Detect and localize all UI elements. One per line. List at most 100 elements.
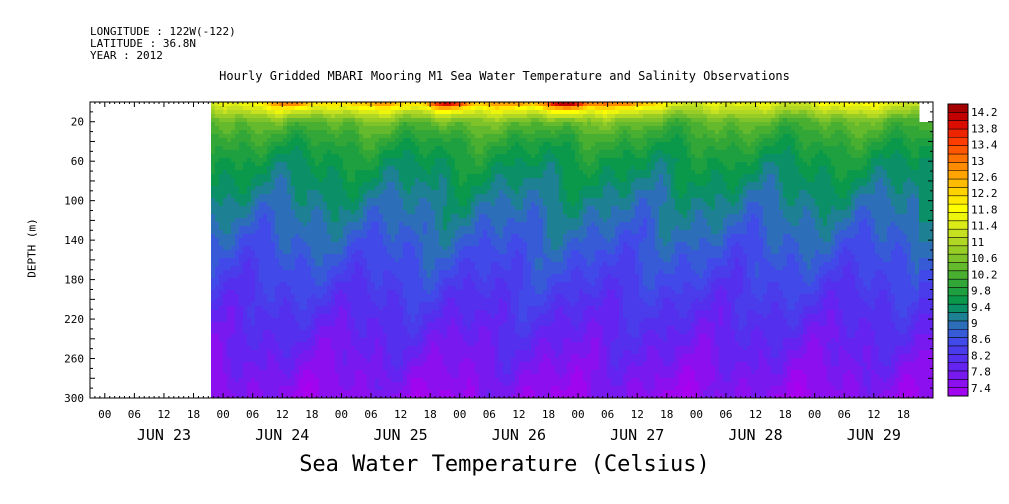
latitude-label: LATITUDE : 36.8N bbox=[90, 37, 196, 50]
colorbar-swatch bbox=[948, 379, 968, 389]
x-hour-tick-label: 00 bbox=[216, 408, 229, 421]
heatmap-cells bbox=[211, 102, 933, 399]
colorbar-swatch bbox=[948, 279, 968, 288]
x-hour-tick-label: 06 bbox=[483, 408, 496, 421]
chart-title: Hourly Gridded MBARI Mooring M1 Sea Wate… bbox=[219, 69, 790, 83]
x-day-label: JUN 25 bbox=[373, 426, 427, 444]
colorbar-swatch bbox=[948, 179, 968, 188]
colorbar-swatch bbox=[948, 362, 968, 372]
y-tick-label: 300 bbox=[64, 392, 84, 405]
colorbar-label: 13 bbox=[971, 155, 984, 168]
x-hour-tick-label: 06 bbox=[838, 408, 851, 421]
y-axis: 20 60 100 140 180 220 260 300 bbox=[64, 101, 933, 405]
x-hour-tick-label: 12 bbox=[631, 408, 644, 421]
x-hour-tick-label: 12 bbox=[867, 408, 880, 421]
x-hour-tick-label: 12 bbox=[276, 408, 289, 421]
x-hour-tick-label: 00 bbox=[690, 408, 703, 421]
colorbar: 14.2 13.8 13.4 13 12.6 12.2 11.8 11.4 11 10.6 10.2… bbox=[947, 103, 998, 397]
colorbar-swatch bbox=[948, 104, 968, 113]
x-hour-tick-label: 12 bbox=[749, 408, 762, 421]
colorbar-swatch bbox=[948, 262, 968, 272]
x-hour-tick-label: 06 bbox=[246, 408, 259, 421]
colorbar-label: 9 bbox=[971, 317, 978, 330]
colorbar-swatch bbox=[948, 245, 968, 255]
x-day-label: JUN 28 bbox=[728, 426, 782, 444]
x-axis: 00 06 12 18 00 06 12 18 00 06 12 18 00 06 12 18 00 06 12 18… bbox=[89, 102, 934, 444]
y-tick-label: 20 bbox=[71, 116, 84, 129]
y-tick-label: 60 bbox=[71, 155, 84, 168]
y-tick-label: 180 bbox=[64, 274, 84, 287]
x-hour-tick-label: 00 bbox=[98, 408, 111, 421]
x-hour-tick-label: 18 bbox=[305, 408, 318, 421]
x-hour-tick-label: 06 bbox=[601, 408, 614, 421]
colorbar-label: 13.4 bbox=[971, 139, 998, 152]
colorbar-label: 12.6 bbox=[971, 171, 998, 184]
colorbar-label: 13.8 bbox=[971, 122, 998, 135]
x-hour-tick-label: 18 bbox=[897, 408, 910, 421]
colorbar-label: 8.6 bbox=[971, 333, 991, 346]
colorbar-swatch bbox=[948, 220, 968, 230]
colorbar-swatch bbox=[948, 345, 968, 355]
x-day-label: JUN 24 bbox=[255, 426, 309, 444]
colorbar-swatch bbox=[948, 212, 968, 222]
colorbar-swatch bbox=[948, 120, 968, 130]
colorbar-label: 10.2 bbox=[971, 268, 998, 281]
colorbar-swatch bbox=[948, 370, 968, 380]
colorbar-swatch bbox=[948, 145, 968, 155]
x-hour-tick-label: 18 bbox=[542, 408, 555, 421]
colorbar-swatch bbox=[948, 270, 968, 280]
colorbar-label: 11.8 bbox=[971, 203, 998, 216]
x-day-label: JUN 29 bbox=[847, 426, 901, 444]
colorbar-label: 11.4 bbox=[971, 220, 998, 233]
colorbar-swatch bbox=[948, 154, 968, 163]
colorbar-swatch bbox=[948, 329, 968, 338]
colorbar-swatch bbox=[948, 162, 968, 172]
colorbar-label: 7.8 bbox=[971, 366, 991, 379]
x-hour-tick-label: 00 bbox=[453, 408, 466, 421]
colorbar-label: 9.4 bbox=[971, 301, 991, 314]
year-label: YEAR : 2012 bbox=[90, 49, 163, 62]
x-day-label: JUN 23 bbox=[137, 426, 191, 444]
colorbar-swatch bbox=[948, 312, 968, 322]
x-axis-title: Sea Water Temperature (Celsius) bbox=[299, 452, 710, 477]
colorbar-label: 14.2 bbox=[971, 106, 998, 119]
x-hour-tick-label: 06 bbox=[364, 408, 377, 421]
colorbar-swatch bbox=[948, 287, 968, 297]
colorbar-swatch bbox=[948, 337, 968, 347]
colorbar-swatch bbox=[948, 304, 968, 313]
colorbar-swatch bbox=[948, 129, 968, 138]
x-hour-tick-label: 12 bbox=[512, 408, 525, 421]
colorbar-label: 9.8 bbox=[971, 285, 991, 298]
x-hour-tick-label: 18 bbox=[778, 408, 791, 421]
colorbar-swatch bbox=[948, 112, 968, 122]
colorbar-swatch bbox=[948, 254, 968, 263]
x-hour-tick-label: 00 bbox=[571, 408, 584, 421]
colorbar-swatch bbox=[948, 295, 968, 305]
y-tick-label: 220 bbox=[64, 313, 84, 326]
x-hour-tick-label: 12 bbox=[157, 408, 170, 421]
colorbar-label: 8.2 bbox=[971, 349, 991, 362]
colorbar-label: 11 bbox=[971, 236, 984, 249]
x-hour-tick-label: 06 bbox=[719, 408, 732, 421]
x-hour-tick-label: 18 bbox=[424, 408, 437, 421]
colorbar-label: 10.6 bbox=[971, 252, 998, 265]
x-hour-tick-label: 12 bbox=[394, 408, 407, 421]
x-hour-tick-label: 18 bbox=[187, 408, 200, 421]
y-tick-label: 140 bbox=[64, 234, 84, 247]
colorbar-swatch bbox=[948, 195, 968, 205]
x-day-label: JUN 26 bbox=[492, 426, 546, 444]
longitude-label: LONGITUDE : 122W(-122) bbox=[90, 25, 236, 38]
colorbar-swatch bbox=[948, 137, 968, 147]
colorbar-swatch bbox=[948, 320, 968, 330]
colorbar-swatch bbox=[948, 187, 968, 197]
x-hour-tick-label: 00 bbox=[335, 408, 348, 421]
colorbar-swatch bbox=[948, 170, 968, 180]
colorbar-swatch bbox=[948, 237, 968, 247]
colorbar-label: 7.4 bbox=[971, 382, 991, 395]
colorbar-swatch bbox=[948, 387, 968, 397]
y-tick-label: 100 bbox=[64, 195, 84, 208]
colorbar-swatch bbox=[948, 354, 968, 364]
x-hour-tick-label: 00 bbox=[808, 408, 821, 421]
colorbar-swatch bbox=[948, 229, 968, 238]
